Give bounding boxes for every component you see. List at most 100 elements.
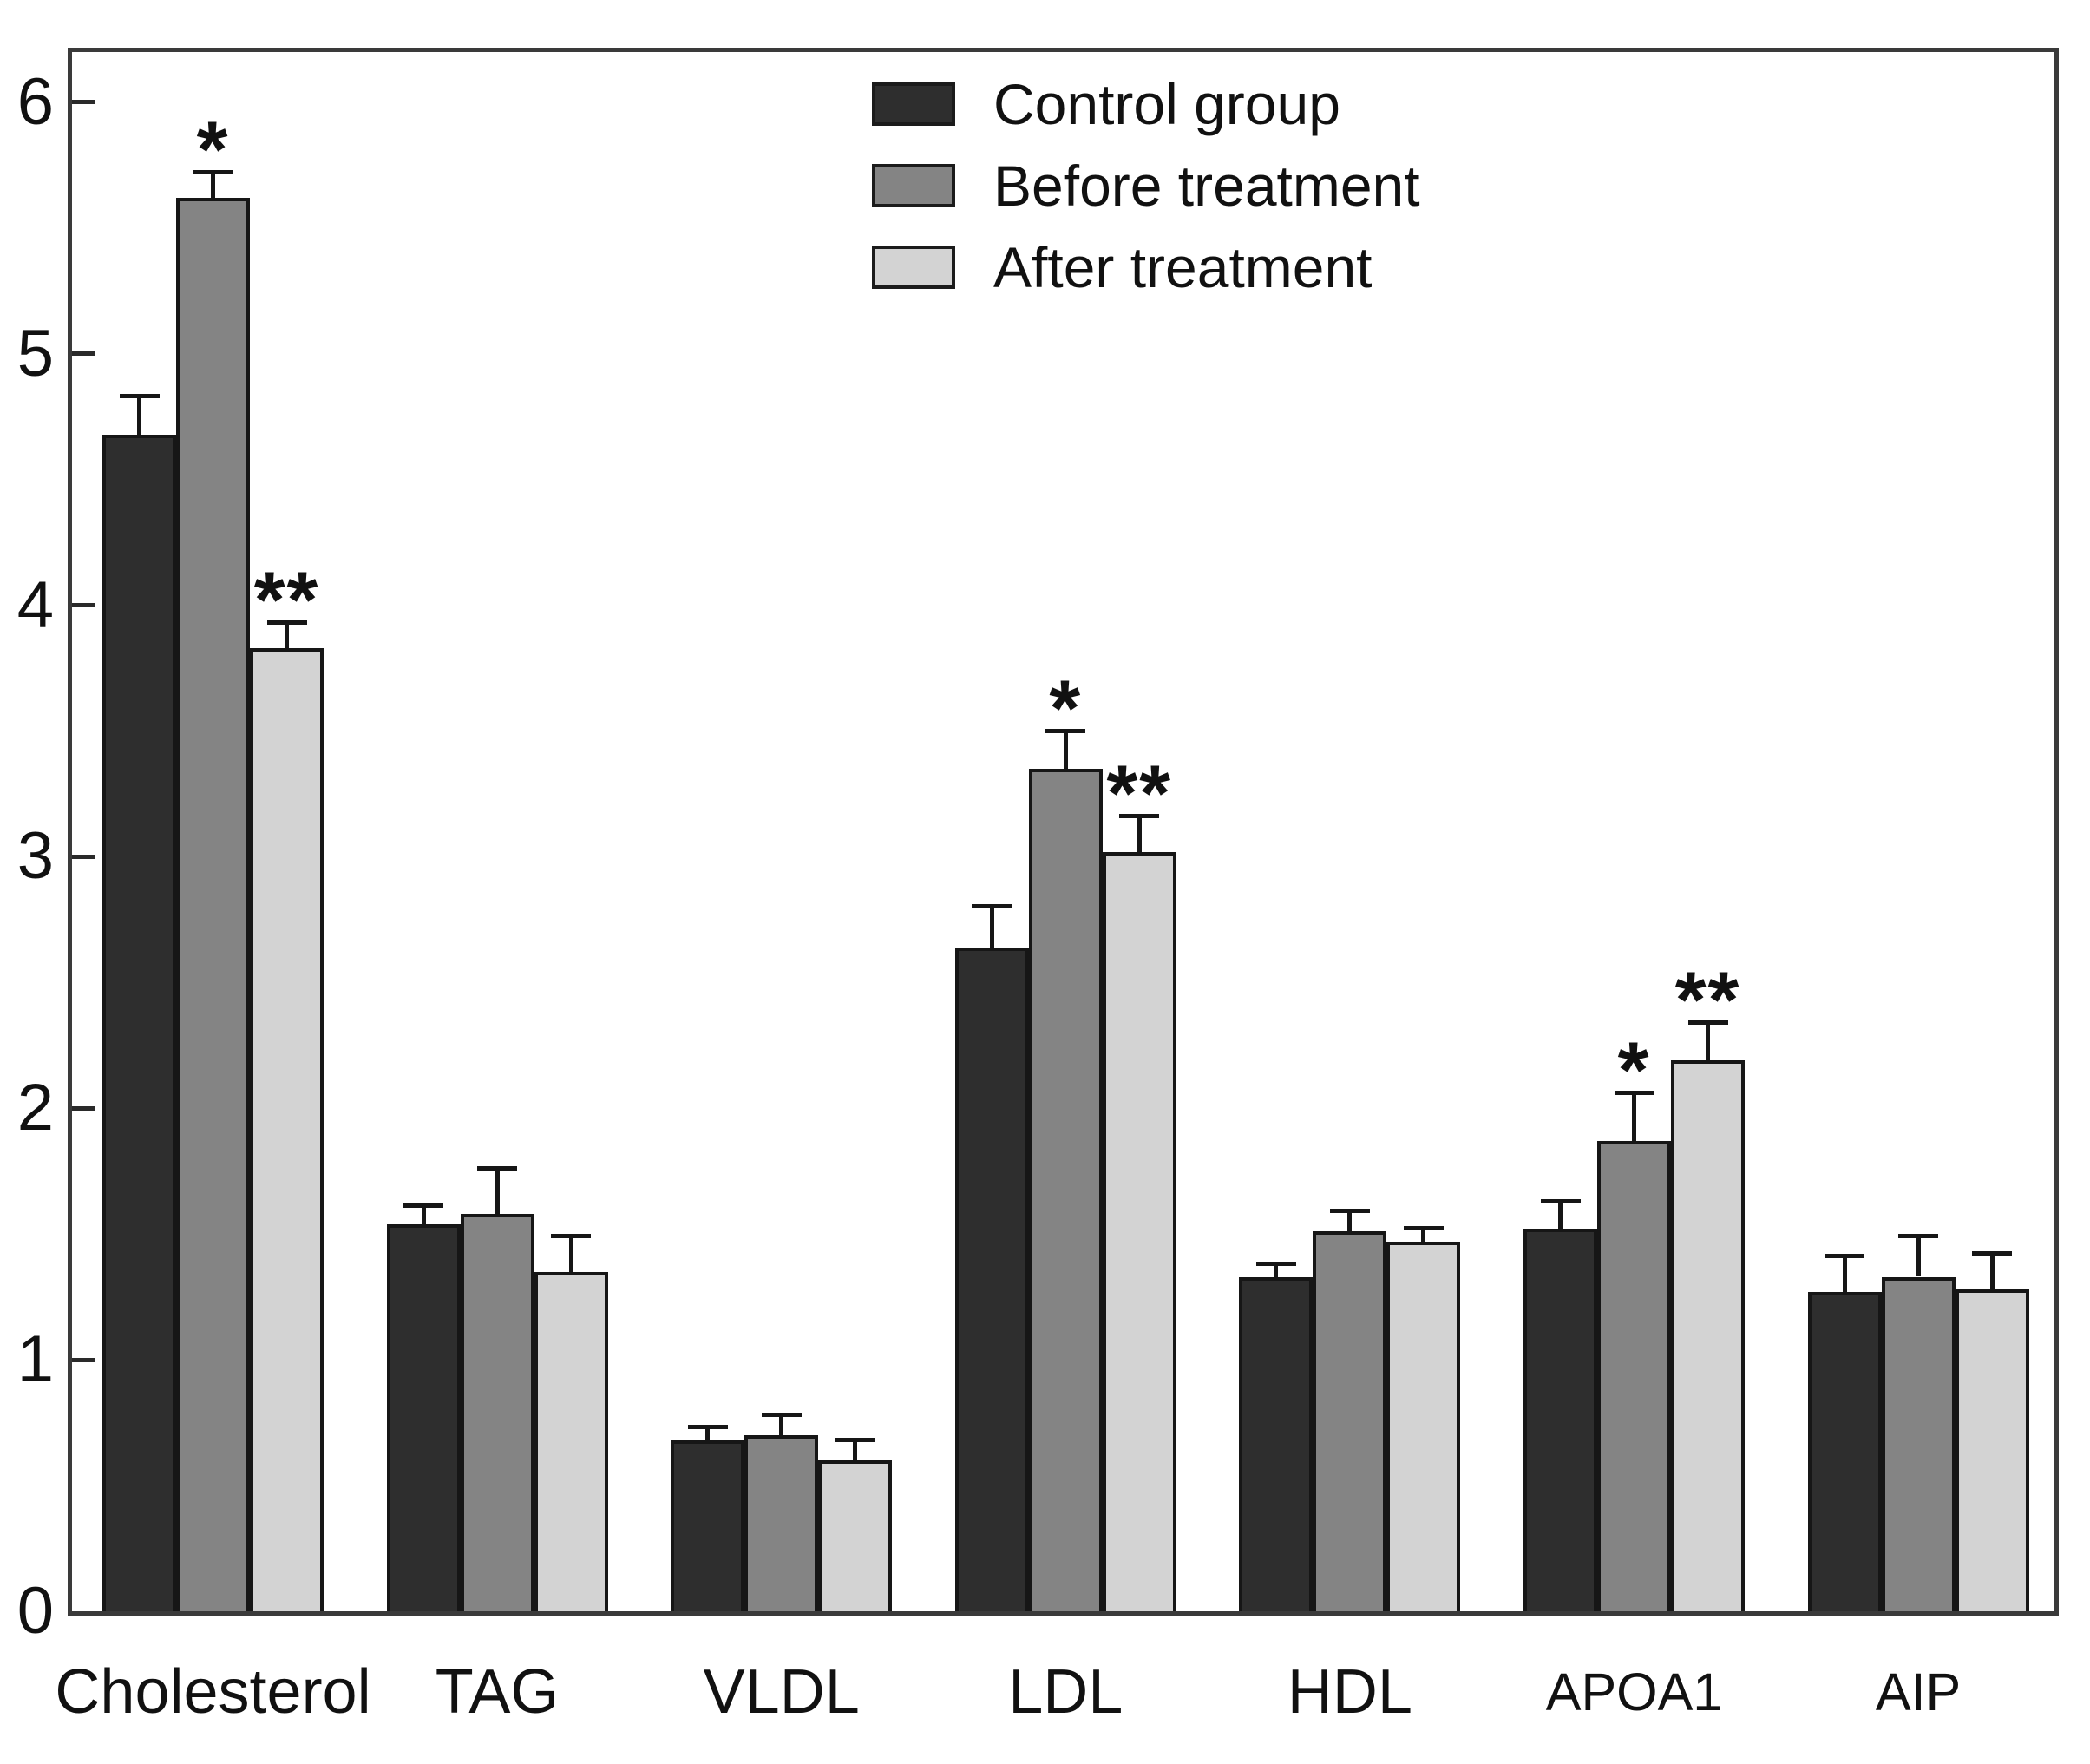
- bar-aip-after-treatment: [1955, 1289, 2029, 1611]
- error-bar-stem-cholesterol-after-treatment: [285, 622, 289, 648]
- bar-vldl-control-group: [671, 1439, 745, 1611]
- error-bar-cap-apoa1-before-treatment: [1614, 1090, 1654, 1095]
- bar-hdl-after-treatment: [1386, 1241, 1461, 1611]
- bar-tag-after-treatment: [534, 1271, 608, 1611]
- error-bar-cap-aip-before-treatment: [1898, 1234, 1939, 1239]
- y-tick-label-5: 5: [16, 316, 54, 390]
- error-bar-cap-ldl-before-treatment: [1045, 728, 1086, 733]
- error-bar-stem-cholesterol-control-group: [137, 397, 141, 435]
- bar-vldl-after-treatment: [818, 1460, 893, 1611]
- legend-item-control: Control group: [872, 72, 1420, 136]
- y-tick-label-3: 3: [16, 819, 54, 894]
- bar-tag-control-group: [386, 1223, 461, 1611]
- error-bar-cap-cholesterol-after-treatment: [266, 620, 307, 625]
- error-bar-cap-hdl-before-treatment: [1329, 1209, 1370, 1214]
- bar-cholesterol-after-treatment: [250, 647, 324, 1611]
- error-bar-stem-aip-before-treatment: [1916, 1236, 1921, 1277]
- error-bar-cap-vldl-after-treatment: [835, 1437, 875, 1442]
- bar-tag-before-treatment: [460, 1214, 534, 1611]
- legend-label-after-treatment: After treatment: [993, 235, 1373, 299]
- error-bar-stem-tag-control-group: [421, 1206, 426, 1224]
- error-bar-cap-ldl-after-treatment: [1119, 814, 1160, 819]
- bar-cholesterol-control-group: [102, 434, 176, 1611]
- error-bar-cap-vldl-before-treatment: [761, 1412, 802, 1417]
- y-tick-mark-5: [72, 351, 95, 357]
- x-axis-label-ldl: LDL: [1008, 1657, 1124, 1727]
- error-bar-cap-ldl-control-group: [972, 904, 1012, 909]
- x-axis-label-vldl: VLDL: [703, 1657, 860, 1727]
- significance-marker-ldl-before-treatment: *: [1049, 664, 1083, 753]
- legend: Control group Before treatment After tre…: [872, 72, 1420, 327]
- bars-layer: * ** * ** * **: [72, 52, 2054, 1611]
- bar-cholesterol-before-treatment: [176, 198, 250, 1611]
- x-axis-label-tag: TAG: [435, 1657, 560, 1727]
- error-bar-cap-cholesterol-control-group: [119, 394, 160, 399]
- bar-vldl-before-treatment: [744, 1435, 819, 1611]
- y-tick-label-4: 4: [16, 567, 54, 642]
- significance-marker-cholesterol-after-treatment: **: [253, 555, 320, 645]
- bar-ldl-before-treatment: [1028, 769, 1103, 1611]
- bar-apoa1-control-group: [1523, 1229, 1597, 1611]
- error-bar-stem-ldl-after-treatment: [1137, 816, 1142, 852]
- error-bar-cap-aip-control-group: [1825, 1254, 1865, 1259]
- error-bar-stem-apoa1-control-group: [1558, 1201, 1563, 1230]
- legend-label-control: Control group: [993, 72, 1340, 136]
- error-bar-stem-hdl-control-group: [1274, 1264, 1279, 1277]
- error-bar-stem-tag-after-treatment: [568, 1236, 573, 1272]
- x-axis-label-hdl: HDL: [1287, 1657, 1412, 1727]
- y-tick-mark-6: [72, 100, 95, 105]
- error-bar-cap-hdl-after-treatment: [1403, 1226, 1444, 1231]
- error-bar-stem-vldl-control-group: [705, 1427, 711, 1440]
- plot-area: * ** * ** * **: [68, 48, 2059, 1616]
- y-tick-label-1: 1: [16, 1322, 54, 1397]
- bar-hdl-before-treatment: [1313, 1231, 1387, 1611]
- legend-swatch-control: [872, 82, 955, 126]
- bar-ldl-after-treatment: [1102, 851, 1176, 1611]
- error-bar-stem-ldl-control-group: [989, 907, 994, 948]
- error-bar-cap-tag-after-treatment: [551, 1234, 592, 1239]
- error-bar-cap-tag-control-group: [403, 1203, 444, 1209]
- legend-label-before-treatment: Before treatment: [993, 154, 1420, 218]
- bar-apoa1-after-treatment: [1671, 1060, 1745, 1611]
- error-bar-cap-hdl-control-group: [1255, 1262, 1296, 1267]
- error-bar-stem-vldl-before-treatment: [779, 1414, 784, 1436]
- y-tick-mark-2: [72, 1105, 95, 1111]
- x-axis-label-apoa1: APOA1: [1545, 1662, 1723, 1721]
- significance-marker-ldl-after-treatment: **: [1106, 750, 1173, 839]
- y-tick-mark-3: [72, 854, 95, 859]
- error-bar-stem-vldl-after-treatment: [853, 1439, 858, 1461]
- error-bar-stem-hdl-before-treatment: [1347, 1211, 1353, 1232]
- legend-item-before-treatment: Before treatment: [872, 154, 1420, 218]
- error-bar-cap-tag-before-treatment: [477, 1165, 518, 1171]
- legend-swatch-before-treatment: [872, 164, 955, 207]
- error-bar-stem-tag-before-treatment: [495, 1168, 500, 1215]
- y-tick-label-2: 2: [16, 1071, 54, 1145]
- bar-apoa1-before-treatment: [1597, 1141, 1671, 1611]
- error-bar-cap-apoa1-control-group: [1540, 1198, 1581, 1203]
- error-bar-cap-apoa1-after-treatment: [1687, 1020, 1728, 1025]
- y-tick-label-0: 0: [16, 1574, 54, 1648]
- error-bar-stem-apoa1-before-treatment: [1632, 1092, 1636, 1141]
- bar-hdl-control-group: [1239, 1276, 1314, 1611]
- bar-aip-before-treatment: [1881, 1276, 1956, 1611]
- error-bar-stem-hdl-after-treatment: [1421, 1229, 1426, 1242]
- error-bar-stem-aip-after-treatment: [1989, 1254, 1995, 1289]
- error-bar-stem-ldl-before-treatment: [1063, 731, 1068, 770]
- legend-swatch-after-treatment: [872, 246, 955, 289]
- bar-aip-control-group: [1807, 1291, 1882, 1611]
- significance-marker-cholesterol-before-treatment: *: [196, 106, 230, 195]
- y-tick-label-6: 6: [16, 64, 54, 139]
- error-bar-stem-cholesterol-before-treatment: [211, 173, 215, 199]
- y-tick-mark-1: [72, 1357, 95, 1362]
- bar-ldl-control-group: [954, 947, 1029, 1611]
- error-bar-cap-aip-after-treatment: [1972, 1251, 2013, 1256]
- y-tick-mark-4: [72, 603, 95, 608]
- error-bar-stem-apoa1-after-treatment: [1706, 1022, 1710, 1061]
- significance-marker-apoa1-after-treatment: **: [1674, 955, 1741, 1045]
- error-bar-cap-vldl-control-group: [687, 1425, 728, 1430]
- significance-marker-apoa1-before-treatment: *: [1617, 1026, 1651, 1115]
- y-axis-tick-marks: [72, 52, 2054, 1611]
- error-bar-stem-aip-control-group: [1842, 1256, 1847, 1292]
- x-axis-label-cholesterol: Cholesterol: [55, 1657, 371, 1727]
